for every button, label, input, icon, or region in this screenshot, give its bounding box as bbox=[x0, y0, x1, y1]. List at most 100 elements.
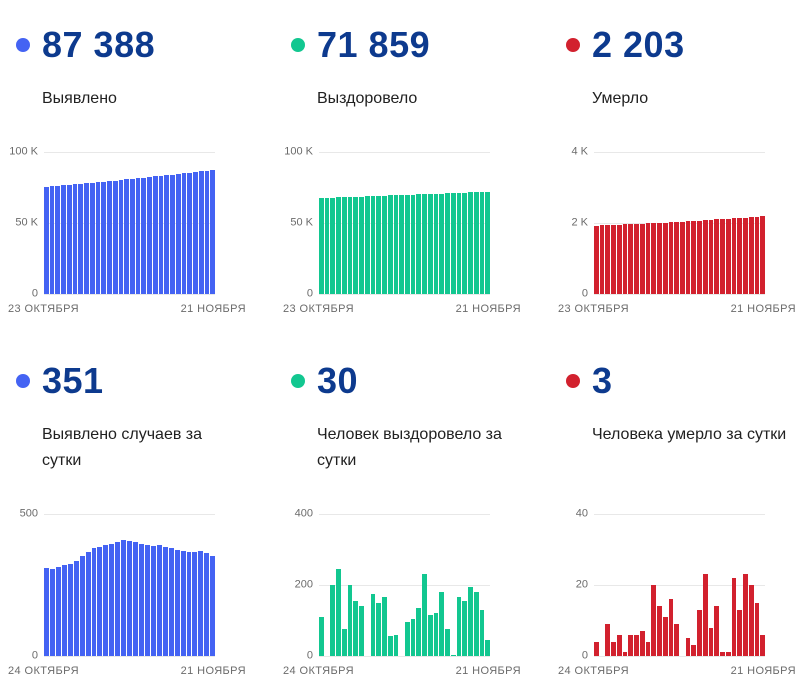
bar[interactable] bbox=[193, 172, 198, 294]
bar[interactable] bbox=[103, 545, 109, 656]
bar[interactable] bbox=[485, 191, 491, 294]
bar[interactable] bbox=[708, 219, 714, 294]
bar[interactable] bbox=[44, 186, 49, 294]
bar[interactable] bbox=[387, 195, 393, 294]
bar[interactable] bbox=[725, 652, 731, 656]
bar[interactable] bbox=[685, 638, 691, 656]
bar[interactable] bbox=[353, 196, 359, 294]
bar[interactable] bbox=[731, 218, 737, 294]
bar[interactable] bbox=[204, 170, 210, 294]
bar[interactable] bbox=[731, 577, 737, 656]
bar[interactable] bbox=[162, 547, 168, 656]
bar[interactable] bbox=[691, 645, 697, 656]
bar[interactable] bbox=[78, 183, 84, 294]
bar[interactable] bbox=[158, 175, 164, 294]
bar[interactable] bbox=[147, 177, 152, 294]
bar[interactable] bbox=[174, 549, 180, 656]
bar[interactable] bbox=[662, 222, 668, 294]
bar[interactable] bbox=[433, 193, 439, 294]
bar[interactable] bbox=[359, 606, 364, 656]
bar[interactable] bbox=[422, 194, 427, 294]
bar[interactable] bbox=[109, 543, 115, 656]
bar[interactable] bbox=[639, 631, 645, 656]
bar[interactable] bbox=[462, 192, 468, 294]
bar[interactable] bbox=[754, 216, 760, 294]
bar[interactable] bbox=[370, 196, 376, 294]
bar[interactable] bbox=[187, 172, 193, 294]
bar[interactable] bbox=[139, 543, 144, 656]
bar[interactable] bbox=[616, 634, 622, 656]
bar[interactable] bbox=[662, 616, 668, 656]
bar[interactable] bbox=[702, 574, 708, 656]
bar[interactable] bbox=[468, 192, 473, 294]
bar[interactable] bbox=[748, 585, 754, 656]
bar[interactable] bbox=[376, 602, 382, 656]
bar[interactable] bbox=[85, 552, 91, 656]
bar[interactable] bbox=[181, 173, 187, 294]
bar[interactable] bbox=[347, 196, 353, 294]
bar[interactable] bbox=[439, 193, 445, 294]
bar[interactable] bbox=[657, 223, 662, 294]
bar[interactable] bbox=[720, 219, 725, 294]
bar[interactable] bbox=[95, 182, 101, 294]
bar[interactable] bbox=[714, 606, 720, 656]
bar[interactable] bbox=[410, 194, 416, 294]
bar[interactable] bbox=[210, 169, 216, 294]
bar[interactable] bbox=[634, 634, 639, 656]
bar[interactable] bbox=[468, 586, 473, 656]
bar[interactable] bbox=[410, 618, 416, 656]
bar[interactable] bbox=[130, 178, 135, 294]
bar[interactable] bbox=[393, 195, 399, 294]
bar[interactable] bbox=[697, 220, 702, 294]
bar[interactable] bbox=[61, 564, 67, 656]
bar[interactable] bbox=[743, 217, 748, 294]
bar[interactable] bbox=[168, 548, 174, 656]
bar[interactable] bbox=[72, 184, 78, 294]
bar[interactable] bbox=[450, 654, 456, 656]
bar[interactable] bbox=[107, 181, 112, 294]
bar[interactable] bbox=[668, 222, 674, 294]
bar[interactable] bbox=[359, 196, 364, 294]
bar[interactable] bbox=[121, 540, 127, 656]
bar[interactable] bbox=[422, 574, 427, 656]
bar[interactable] bbox=[720, 652, 725, 656]
bar[interactable] bbox=[651, 585, 657, 656]
bar[interactable] bbox=[439, 592, 445, 656]
bar[interactable] bbox=[101, 181, 107, 294]
bar[interactable] bbox=[347, 585, 353, 656]
bar[interactable] bbox=[622, 224, 628, 294]
bar[interactable] bbox=[330, 197, 336, 294]
bar[interactable] bbox=[754, 602, 760, 656]
bar[interactable] bbox=[599, 225, 605, 294]
bar[interactable] bbox=[479, 609, 485, 656]
bar[interactable] bbox=[67, 563, 73, 656]
bar[interactable] bbox=[416, 608, 422, 656]
bar[interactable] bbox=[760, 634, 766, 656]
bar[interactable] bbox=[49, 186, 55, 294]
bar[interactable] bbox=[645, 223, 651, 294]
bar[interactable] bbox=[118, 179, 124, 294]
bar[interactable] bbox=[485, 640, 491, 656]
bar[interactable] bbox=[144, 545, 150, 656]
bar[interactable] bbox=[462, 600, 468, 656]
bar[interactable] bbox=[685, 221, 691, 294]
bar[interactable] bbox=[170, 174, 175, 294]
bar[interactable] bbox=[708, 627, 714, 656]
bar[interactable] bbox=[473, 192, 479, 294]
bar[interactable] bbox=[44, 567, 49, 656]
bar[interactable] bbox=[55, 567, 61, 656]
bar[interactable] bbox=[697, 609, 702, 656]
bar[interactable] bbox=[743, 574, 748, 656]
bar[interactable] bbox=[364, 196, 370, 294]
bar[interactable] bbox=[141, 177, 147, 294]
bar[interactable] bbox=[651, 223, 657, 294]
bar[interactable] bbox=[456, 192, 462, 294]
bar[interactable] bbox=[668, 599, 674, 656]
bar[interactable] bbox=[628, 634, 634, 656]
bar[interactable] bbox=[456, 597, 462, 656]
bar[interactable] bbox=[89, 182, 95, 294]
bar[interactable] bbox=[594, 641, 599, 656]
bar[interactable] bbox=[382, 597, 387, 656]
bar[interactable] bbox=[91, 548, 97, 656]
bar[interactable] bbox=[616, 224, 622, 294]
